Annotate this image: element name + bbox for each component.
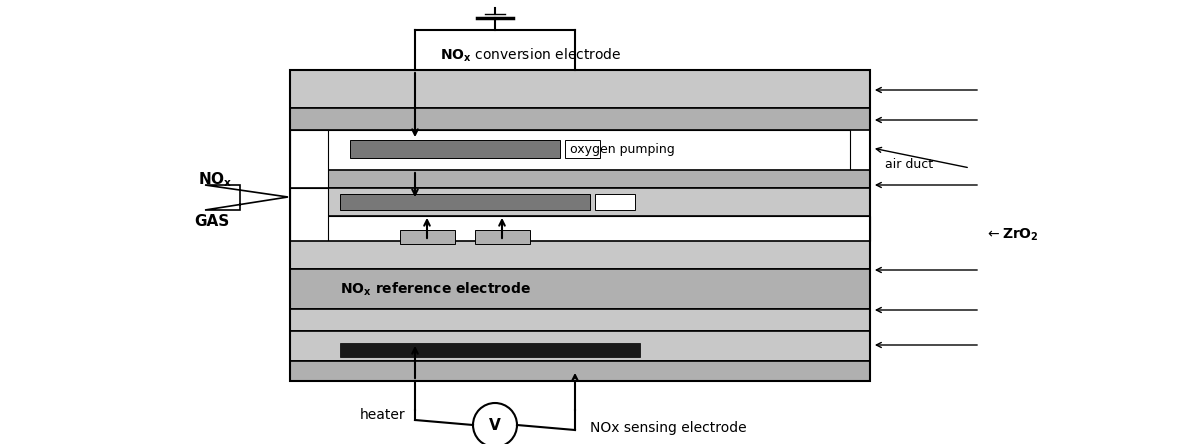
Bar	[350, 140, 560, 158]
Bar	[290, 241, 870, 269]
Bar	[340, 343, 640, 357]
Text: air duct: air duct	[885, 159, 933, 171]
Text: $\mathbf{NO_x}$: $\mathbf{NO_x}$	[198, 170, 232, 189]
Bar	[400, 230, 455, 244]
Polygon shape	[205, 185, 288, 210]
Text: V: V	[489, 417, 501, 432]
Bar	[475, 230, 530, 244]
Text: GAS: GAS	[194, 214, 230, 230]
Circle shape	[472, 403, 516, 444]
Text: heater: heater	[359, 408, 405, 422]
Bar	[340, 194, 590, 210]
Text: NOx sensing electrode: NOx sensing electrode	[590, 421, 746, 435]
Bar	[290, 216, 870, 241]
Text: $\leftarrow\mathbf{ZrO_2}$: $\leftarrow\mathbf{ZrO_2}$	[985, 227, 1039, 243]
Bar	[290, 108, 870, 130]
Bar	[290, 170, 870, 188]
Bar	[595, 194, 635, 210]
Bar	[290, 309, 870, 331]
Bar	[290, 188, 328, 241]
Text: oxygen pumping: oxygen pumping	[570, 143, 675, 155]
Bar	[290, 331, 870, 361]
Bar	[290, 70, 870, 108]
Bar	[290, 70, 870, 381]
Bar	[565, 140, 600, 158]
Bar	[320, 130, 850, 170]
Bar	[290, 188, 870, 216]
Text: $\mathbf{NO_x}$ reference electrode: $\mathbf{NO_x}$ reference electrode	[340, 280, 531, 297]
Bar	[290, 130, 328, 188]
Bar	[290, 269, 870, 309]
Text: $\mathbf{NO_x}$ conversion electrode: $\mathbf{NO_x}$ conversion electrode	[440, 46, 621, 63]
Bar	[290, 361, 870, 381]
